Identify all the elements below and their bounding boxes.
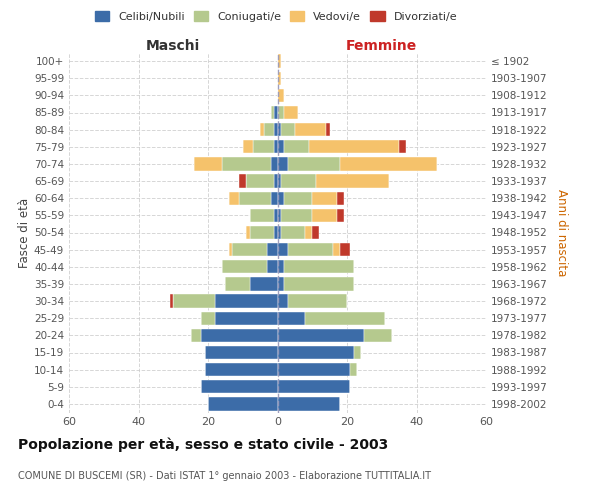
Bar <box>263 123 274 136</box>
Bar <box>229 192 239 205</box>
Bar <box>399 140 406 153</box>
Bar <box>250 208 274 222</box>
Bar <box>222 157 271 170</box>
Bar <box>274 174 277 188</box>
Bar <box>250 277 277 290</box>
Bar <box>277 208 281 222</box>
Bar <box>277 174 281 188</box>
Bar <box>326 123 329 136</box>
Text: COMUNE DI BUSCEMI (SR) - Dati ISTAT 1° gennaio 2003 - Elaborazione TUTTITALIA.IT: COMUNE DI BUSCEMI (SR) - Dati ISTAT 1° g… <box>18 471 431 481</box>
Bar <box>312 208 337 222</box>
Bar <box>277 54 281 68</box>
Bar <box>284 106 298 119</box>
Bar <box>277 106 284 119</box>
Bar <box>340 157 437 170</box>
Bar <box>250 226 274 239</box>
Text: Maschi: Maschi <box>146 40 200 54</box>
Bar <box>277 294 288 308</box>
Bar <box>277 328 364 342</box>
Bar <box>194 157 222 170</box>
Bar <box>274 140 277 153</box>
Bar <box>277 88 284 102</box>
Bar <box>274 106 277 119</box>
Bar <box>274 208 277 222</box>
Bar <box>281 208 312 222</box>
Bar <box>170 294 173 308</box>
Bar <box>288 294 347 308</box>
Bar <box>208 397 277 410</box>
Bar <box>309 140 399 153</box>
Bar <box>260 123 263 136</box>
Bar <box>229 243 232 256</box>
Bar <box>295 123 326 136</box>
Bar <box>288 157 340 170</box>
Bar <box>364 328 392 342</box>
Bar <box>277 346 354 359</box>
Bar <box>277 157 288 170</box>
Bar <box>267 260 277 274</box>
Bar <box>201 380 277 394</box>
Bar <box>253 140 274 153</box>
Bar <box>284 260 354 274</box>
Bar <box>281 123 295 136</box>
Bar <box>277 123 281 136</box>
Bar <box>333 243 340 256</box>
Bar <box>337 192 344 205</box>
Bar <box>277 260 284 274</box>
Bar <box>191 328 201 342</box>
Bar <box>277 72 281 85</box>
Bar <box>205 346 277 359</box>
Bar <box>277 312 305 325</box>
Bar <box>215 294 277 308</box>
Bar <box>277 226 281 239</box>
Bar <box>215 312 277 325</box>
Bar <box>246 226 250 239</box>
Bar <box>271 157 277 170</box>
Bar <box>305 312 385 325</box>
Bar <box>267 243 277 256</box>
Bar <box>337 208 344 222</box>
Bar <box>205 363 277 376</box>
Bar <box>288 243 333 256</box>
Bar <box>277 277 284 290</box>
Bar <box>239 174 246 188</box>
Bar <box>232 243 267 256</box>
Bar <box>239 192 271 205</box>
Bar <box>201 328 277 342</box>
Bar <box>271 192 277 205</box>
Bar <box>277 397 340 410</box>
Bar <box>277 140 284 153</box>
Bar <box>350 363 358 376</box>
Y-axis label: Fasce di età: Fasce di età <box>18 198 31 268</box>
Bar <box>284 277 354 290</box>
Bar <box>271 106 274 119</box>
Bar <box>354 346 361 359</box>
Bar <box>222 260 267 274</box>
Bar <box>274 123 277 136</box>
Bar <box>243 140 253 153</box>
Bar <box>284 140 309 153</box>
Bar <box>316 174 389 188</box>
Bar <box>281 226 305 239</box>
Bar <box>173 294 215 308</box>
Bar <box>312 192 337 205</box>
Bar <box>226 277 250 290</box>
Bar <box>277 363 350 376</box>
Bar <box>274 226 277 239</box>
Bar <box>277 192 284 205</box>
Bar <box>201 312 215 325</box>
Bar <box>340 243 350 256</box>
Bar <box>284 192 312 205</box>
Bar <box>312 226 319 239</box>
Bar <box>246 174 274 188</box>
Bar <box>277 243 288 256</box>
Bar <box>305 226 312 239</box>
Bar <box>277 380 350 394</box>
Text: Femmine: Femmine <box>346 40 418 54</box>
Y-axis label: Anni di nascita: Anni di nascita <box>554 189 568 276</box>
Bar <box>281 174 316 188</box>
Legend: Celibi/Nubili, Coniugati/e, Vedovi/e, Divorziati/e: Celibi/Nubili, Coniugati/e, Vedovi/e, Di… <box>91 6 461 26</box>
Text: Popolazione per età, sesso e stato civile - 2003: Popolazione per età, sesso e stato civil… <box>18 438 388 452</box>
